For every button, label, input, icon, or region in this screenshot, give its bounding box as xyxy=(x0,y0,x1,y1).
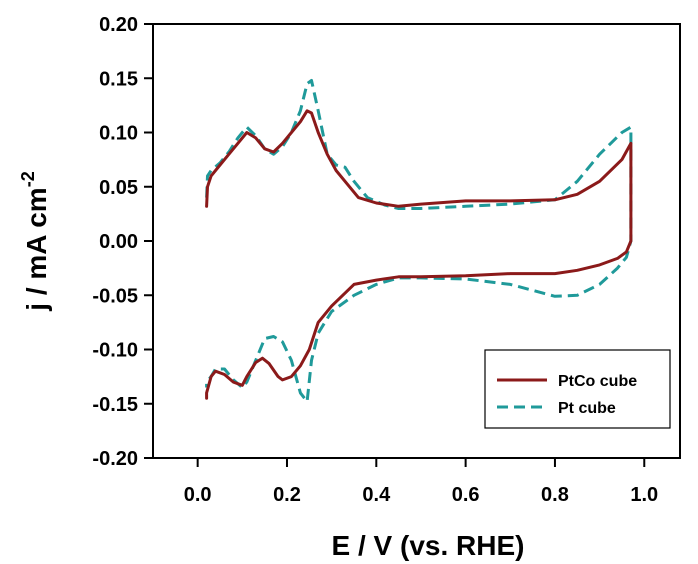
y-tick-label: 0.15 xyxy=(99,68,138,90)
legend-label-ptco: PtCo cube xyxy=(558,373,637,390)
x-axis: 0.0 0.2 0.4 0.6 0.8 1.0 xyxy=(184,458,658,506)
series-line-pt-cube xyxy=(205,78,633,404)
legend: PtCo cube Pt cube xyxy=(484,349,671,429)
y-axis-title-superscript: -2 xyxy=(18,171,38,187)
y-axis: 0.20 0.15 0.10 0.05 0.00 -0.05 -0.10 -0.15 -0.20 xyxy=(92,14,153,470)
x-tick-label: 0.6 xyxy=(452,484,480,506)
data-layer xyxy=(205,78,633,404)
y-tick-label: 0.00 xyxy=(99,231,138,253)
legend-box xyxy=(484,349,671,429)
y-tick-label: -0.20 xyxy=(92,448,138,470)
y-tick-label: 0.05 xyxy=(99,177,138,199)
y-tick-label: -0.05 xyxy=(92,285,138,307)
y-tick-label: -0.15 xyxy=(92,394,138,416)
y-axis-title-main: j / mA cm xyxy=(21,187,52,311)
x-tick-label: 0.8 xyxy=(541,484,569,506)
y-tick-label: -0.10 xyxy=(92,340,138,362)
y-tick-label: 0.20 xyxy=(99,14,138,36)
x-tick-label: 0.4 xyxy=(362,484,391,506)
series-line-ptco-cube xyxy=(205,109,633,400)
x-tick-label: 1.0 xyxy=(630,484,658,506)
x-tick-label: 0.0 xyxy=(184,484,212,506)
x-tick-label: 0.2 xyxy=(273,484,301,506)
y-tick-label: 0.10 xyxy=(99,123,138,145)
legend-label-pt: Pt cube xyxy=(558,400,616,417)
x-axis-title: E / V (vs. RHE) xyxy=(332,530,525,561)
y-axis-title: j / mA cm-2 xyxy=(18,171,52,311)
